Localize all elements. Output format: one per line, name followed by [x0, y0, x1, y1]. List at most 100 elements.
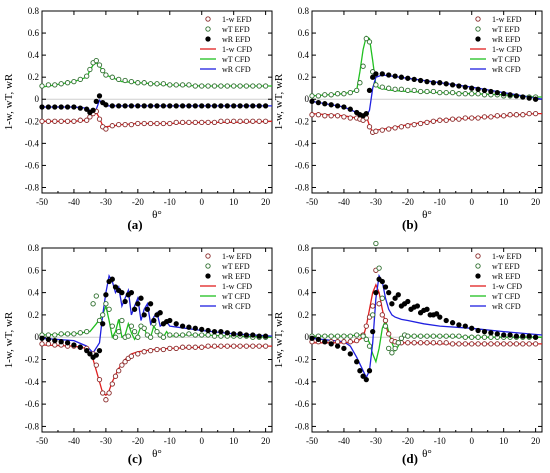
- data-point-wT_efd: [141, 80, 147, 86]
- data-point-one_minus_w_efd: [437, 117, 443, 123]
- y-tick-label: -0.4: [25, 138, 40, 148]
- data-point-wR_efd: [218, 103, 224, 109]
- x-tick-label: -40: [68, 436, 80, 446]
- data-point-wR_efd: [520, 94, 526, 100]
- data-point-wR_efd: [109, 276, 115, 282]
- x-tick-label: -50: [36, 436, 48, 446]
- series-line-wR_cfd: [311, 273, 543, 379]
- panel-label: (a): [127, 217, 142, 232]
- data-point-wT_efd: [103, 72, 109, 78]
- data-point-wR_efd: [494, 89, 500, 96]
- x-tick-label: -10: [434, 197, 446, 207]
- data-point-wT_efd: [392, 345, 398, 352]
- data-point-wT_efd: [481, 92, 488, 98]
- legend-label: wR CFD: [222, 65, 251, 74]
- legend-label: wT CFD: [492, 55, 520, 64]
- data-point-wT_efd: [167, 82, 173, 88]
- data-point-wR_efd: [52, 104, 58, 110]
- data-point-wR_efd: [481, 87, 488, 94]
- data-point-wR_efd: [469, 325, 475, 331]
- data-point-wT_efd: [347, 89, 353, 96]
- legend-marker-one_minus_w_efd: [205, 253, 211, 259]
- chart-panel-1: -50 -40 -30 -20 -10 0 10 20 -0.8 -0.6 -0.4 -0.2 0 0.2…: [3, 6, 273, 232]
- y-axis-label: 1-w, wT, wR: [3, 311, 15, 368]
- data-point-one_minus_w_efd: [520, 341, 526, 347]
- data-point-wT_efd: [363, 336, 369, 343]
- y-tick-label: 0: [305, 332, 310, 342]
- data-point-one_minus_w_efd: [173, 345, 179, 352]
- legend-label: wR EFD: [492, 272, 520, 281]
- x-tick-label: -20: [132, 197, 144, 207]
- data-point-wT_efd: [449, 89, 456, 96]
- data-point-one_minus_w_efd: [135, 351, 141, 357]
- data-point-wT_efd: [437, 89, 443, 96]
- y-tick-label: -0.2: [25, 355, 39, 365]
- data-point-one_minus_w_efd: [376, 301, 382, 307]
- data-point-one_minus_w_efd: [116, 368, 122, 374]
- data-point-wT_efd: [449, 333, 456, 339]
- data-point-wR_efd: [366, 368, 373, 374]
- data-point-wT_efd: [100, 312, 106, 318]
- data-point-one_minus_w_efd: [481, 341, 488, 347]
- data-point-one_minus_w_efd: [93, 362, 99, 368]
- data-point-one_minus_w_efd: [179, 119, 186, 126]
- data-point-wT_efd: [430, 333, 437, 339]
- data-point-wR_efd: [237, 103, 243, 109]
- data-point-one_minus_w_efd: [167, 120, 173, 127]
- data-point-wR_efd: [131, 306, 138, 312]
- data-point-wR_efd: [179, 103, 186, 109]
- data-point-wT_efd: [58, 331, 64, 337]
- data-point-wR_efd: [151, 317, 157, 324]
- data-point-wT_efd: [109, 74, 115, 80]
- data-point-wR_efd: [211, 103, 218, 109]
- data-point-wR_efd: [386, 72, 392, 78]
- data-point-wR_efd: [116, 103, 122, 109]
- y-tick-label: 0.8: [28, 6, 40, 16]
- data-point-wR_efd: [494, 331, 500, 337]
- y-tick-label: -0.6: [295, 399, 310, 409]
- data-point-wR_efd: [501, 332, 507, 338]
- y-tick-label: 0.6: [298, 28, 310, 38]
- data-point-one_minus_w_efd: [45, 341, 52, 347]
- data-point-one_minus_w_efd: [526, 110, 532, 117]
- data-point-wR_efd: [341, 104, 347, 110]
- data-point-wR_efd: [96, 347, 103, 354]
- data-point-one_minus_w_efd: [192, 119, 198, 126]
- y-tick-label: -0.6: [25, 399, 40, 409]
- data-point-wR_efd: [45, 104, 52, 110]
- data-point-wR_efd: [52, 337, 58, 344]
- data-point-one_minus_w_efd: [430, 340, 437, 346]
- data-point-one_minus_w_efd: [469, 115, 475, 121]
- y-axis-label: 1-w, wT, wR: [273, 311, 285, 368]
- legend-label: wR EFD: [492, 35, 520, 44]
- data-point-wT_efd: [376, 265, 382, 271]
- data-point-wR_efd: [532, 334, 539, 340]
- data-point-wT_efd: [334, 91, 341, 97]
- data-point-one_minus_w_efd: [224, 343, 230, 349]
- data-point-one_minus_w_efd: [520, 112, 526, 118]
- data-point-wR_efd: [122, 103, 128, 109]
- data-point-wR_efd: [199, 326, 205, 333]
- data-point-wT_efd: [116, 76, 122, 83]
- data-point-one_minus_w_efd: [45, 118, 52, 124]
- legend-marker-wT_efd: [205, 26, 211, 32]
- legend-marker-wT_efd: [205, 263, 211, 269]
- legend-label: wT EFD: [222, 25, 250, 34]
- data-point-one_minus_w_efd: [100, 390, 106, 396]
- data-point-wR_efd: [109, 103, 115, 109]
- data-point-wR_efd: [84, 347, 90, 354]
- legend-label: 1-w CFD: [222, 45, 252, 54]
- data-point-one_minus_w_efd: [199, 344, 205, 350]
- data-point-one_minus_w_efd: [218, 343, 224, 349]
- data-point-one_minus_w_efd: [386, 126, 392, 132]
- data-point-wR_efd: [424, 306, 430, 312]
- data-point-wR_efd: [417, 77, 424, 84]
- data-point-wT_efd: [456, 333, 462, 339]
- data-point-wR_efd: [469, 85, 475, 91]
- data-point-wT_efd: [411, 87, 417, 94]
- data-point-wR_efd: [347, 351, 353, 357]
- data-point-wT_efd: [77, 330, 83, 336]
- data-point-one_minus_w_efd: [179, 344, 186, 350]
- data-point-one_minus_w_efd: [405, 340, 411, 346]
- data-point-wR_efd: [84, 106, 90, 112]
